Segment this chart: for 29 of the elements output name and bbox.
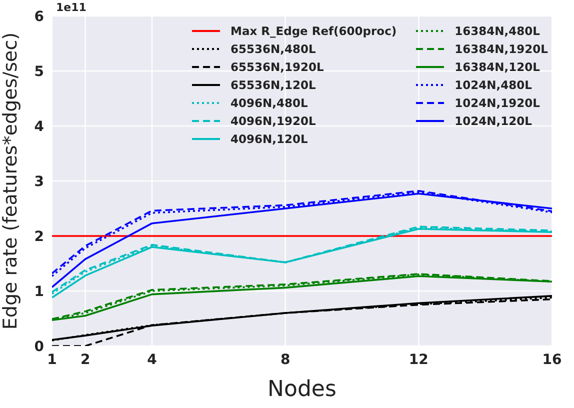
- legend-label: 4096N,120L: [230, 132, 308, 146]
- text: 1e11: [56, 1, 86, 14]
- legend-label: 1024N,480L: [454, 78, 532, 92]
- legend-label: 65536N,1920L: [230, 60, 324, 74]
- legend-label: 1024N,1920L: [454, 96, 540, 110]
- y-tick-label: 3: [34, 174, 44, 190]
- x-tick-label: 8: [280, 352, 290, 368]
- legend-label: Max R_Edge Ref(600proc): [230, 24, 397, 38]
- x-tick-label: 16: [542, 352, 562, 368]
- legend-label: 4096N,1920L: [230, 114, 316, 128]
- y-tick-label: 5: [34, 64, 44, 80]
- y-tick-label: 2: [34, 228, 44, 245]
- y-tick-label: 0: [34, 338, 44, 355]
- legend-label: 16384N,480L: [454, 24, 540, 38]
- x-tick-label: 12: [408, 352, 428, 368]
- legend-label: 16384N,1920L: [454, 42, 548, 56]
- x-axis-title: Nodes: [268, 377, 336, 402]
- y-axis-title: Edge rate (features*edges/sec): [0, 32, 22, 330]
- x-tick-label: 1: [47, 352, 57, 368]
- x-tick-label: 2: [80, 352, 90, 368]
- legend-label: 16384N,120L: [454, 60, 540, 74]
- legend-label: 65536N,120L: [230, 78, 316, 92]
- y-tick-label: 4: [34, 118, 44, 135]
- legend-label: 4096N,480L: [230, 96, 308, 110]
- x-tick-label: 4: [147, 352, 158, 368]
- legend-label: 65536N,480L: [230, 42, 316, 56]
- legend-label: 1024N,120L: [454, 114, 532, 128]
- y-tick-label: 1: [34, 284, 44, 300]
- y-tick-label: 6: [34, 8, 44, 25]
